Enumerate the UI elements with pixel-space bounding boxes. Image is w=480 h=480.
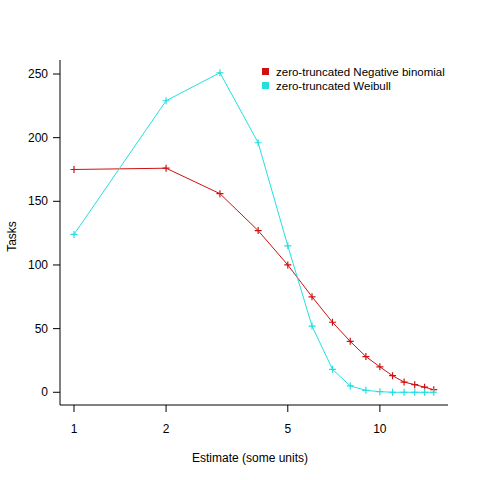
point: [329, 366, 336, 373]
x-tick: [166, 405, 167, 412]
point: [163, 165, 170, 172]
point: [421, 389, 428, 396]
point: [284, 261, 291, 268]
point: [430, 389, 437, 396]
x-tick-label: 1: [71, 422, 78, 436]
x-tick-label: 5: [284, 422, 291, 436]
series-line: [74, 73, 434, 393]
point: [401, 379, 408, 386]
x-axis-label: Estimate (some units): [192, 451, 308, 465]
x-axis-line: [60, 405, 448, 406]
y-tick-label: 200: [28, 131, 48, 145]
point: [389, 389, 396, 396]
x-tick: [379, 405, 380, 412]
point: [163, 97, 170, 104]
y-axis-line: [60, 60, 61, 405]
point: [362, 387, 369, 394]
y-tick: [53, 201, 60, 202]
y-tick: [53, 392, 60, 393]
legend-swatch: [262, 68, 269, 75]
point: [255, 227, 262, 234]
legend-label: zero-truncated Negative binomial: [276, 66, 445, 78]
y-tick-label: 250: [28, 67, 48, 81]
x-tick: [73, 405, 74, 412]
point: [401, 389, 408, 396]
y-tick: [53, 328, 60, 329]
x-tick-label: 10: [373, 422, 387, 436]
point: [362, 353, 369, 360]
point: [389, 372, 396, 379]
y-tick-label: 50: [35, 322, 49, 336]
point: [284, 242, 291, 249]
point: [309, 323, 316, 330]
point: [411, 381, 418, 388]
y-tick: [53, 264, 60, 265]
y-tick-label: 100: [28, 258, 48, 272]
series-line: [74, 168, 434, 390]
point: [347, 382, 354, 389]
y-tick-label: 150: [28, 194, 48, 208]
point: [216, 69, 223, 76]
point: [255, 139, 262, 146]
point: [70, 166, 77, 173]
point: [70, 231, 77, 238]
point: [376, 388, 383, 395]
point: [347, 338, 354, 345]
plot-area: [70, 69, 437, 396]
y-tick: [53, 137, 60, 138]
x-tick-label: 2: [163, 422, 170, 436]
legend-swatch: [262, 82, 269, 89]
point: [216, 190, 223, 197]
y-tick-label: 0: [41, 385, 48, 399]
point: [309, 293, 316, 300]
point: [329, 319, 336, 326]
legend-label: zero-truncated Weibull: [276, 80, 391, 92]
chart: 12510050100150200250Estimate (some units…: [0, 0, 480, 480]
point: [411, 389, 418, 396]
y-axis-label: Tasks: [5, 221, 19, 252]
y-tick: [53, 74, 60, 75]
point: [376, 363, 383, 370]
x-tick: [287, 405, 288, 412]
